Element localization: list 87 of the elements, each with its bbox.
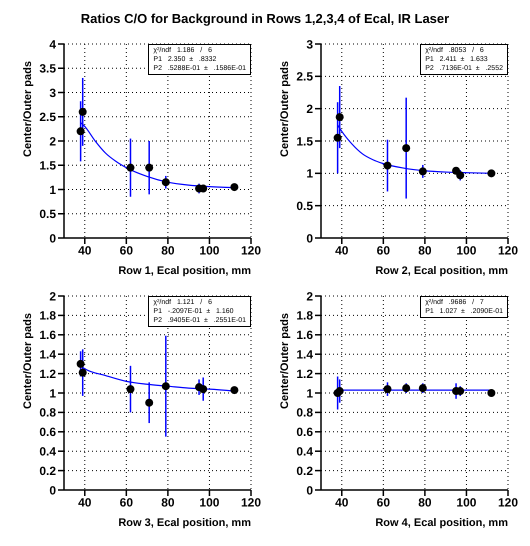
y-tick-label: 1 <box>306 166 314 181</box>
point <box>456 171 464 180</box>
x-tick-label: 80 <box>418 496 432 510</box>
y-tick-label: 2.5 <box>296 70 314 84</box>
chart-title: Ratios C/O for Background in Rows 1,2,3,4 of Ecal, IR Laser <box>80 10 450 28</box>
point <box>78 108 87 116</box>
point <box>402 144 410 152</box>
x-axis-title: Row 2, Ecal position, mm <box>375 265 508 277</box>
y-tick-label: 1.2 <box>296 366 314 381</box>
point <box>383 162 392 170</box>
y-tick-label: 1.8 <box>39 308 56 323</box>
y-tick-label: 2.5 <box>39 110 56 124</box>
y-tick-label: 0.8 <box>39 406 56 420</box>
point <box>76 127 85 136</box>
y-tick-label: 1 <box>49 386 56 400</box>
x-axis-title: Row 1, Ecal position, mm <box>118 265 252 277</box>
point <box>126 385 134 394</box>
y-tick-label: 2 <box>306 102 314 116</box>
y-tick-label: 1 <box>306 386 314 400</box>
y-tick-label: 1.2 <box>39 366 56 381</box>
y-tick-label: 0.2 <box>39 464 56 478</box>
x-tick-label: 80 <box>418 244 432 258</box>
y-tick-label: 0 <box>306 231 314 246</box>
x-tick-label: 120 <box>498 496 518 510</box>
y-axis-title: Center/Outer pads <box>278 313 291 409</box>
y-axis-title: Center/Outer pads <box>22 61 34 157</box>
point <box>418 167 427 176</box>
x-tick-label: 120 <box>240 244 262 258</box>
x-tick-label: 100 <box>456 244 477 258</box>
x-tick-label: 60 <box>120 244 134 258</box>
point <box>162 178 170 186</box>
y-tick-label: 1.5 <box>39 158 56 173</box>
point <box>162 382 170 390</box>
y-tick-label: 0.5 <box>296 198 314 213</box>
point <box>230 386 238 394</box>
y-tick-label: 0.2 <box>296 464 314 478</box>
y-tick-label: 0 <box>49 231 56 246</box>
point <box>76 360 85 368</box>
point <box>199 385 208 394</box>
y-tick-label: 0.6 <box>39 425 56 440</box>
y-tick-label: 1.6 <box>39 328 56 342</box>
point <box>78 368 87 377</box>
y-tick-label: 0 <box>306 483 314 498</box>
y-tick-label: 2 <box>306 289 314 304</box>
point <box>145 164 154 172</box>
x-tick-label: 40 <box>335 244 349 258</box>
y-tick-label: 0.6 <box>296 425 314 440</box>
y-tick-label: 2 <box>49 134 56 148</box>
y-tick-label: 1.4 <box>39 347 56 362</box>
point <box>336 113 344 122</box>
x-tick-label: 120 <box>498 244 518 258</box>
y-tick-label: 0.4 <box>39 444 56 458</box>
y-tick-label: 0 <box>49 483 56 498</box>
y-tick-label: 0.8 <box>296 406 314 420</box>
x-axis-title: Row 4, Ecal position, mm <box>375 517 508 529</box>
y-tick-label: 1.6 <box>296 328 314 342</box>
x-tick-label: 60 <box>376 244 390 258</box>
x-axis-title: Row 3, Ecal position, mm <box>118 517 252 529</box>
y-tick-label: 0.5 <box>39 207 56 222</box>
x-tick-label: 80 <box>161 496 175 510</box>
y-tick-label: 2 <box>49 289 56 304</box>
y-axis-title: Center/Outer pads <box>278 61 291 157</box>
y-tick-label: 0.4 <box>296 444 314 458</box>
y-tick-label: 1.8 <box>296 308 314 323</box>
y-tick-label: 3 <box>306 37 314 52</box>
x-tick-label: 40 <box>78 496 92 510</box>
x-tick-label: 100 <box>199 496 220 510</box>
y-tick-label: 1.4 <box>296 347 314 362</box>
x-tick-label: 80 <box>161 244 175 258</box>
x-tick-label: 120 <box>240 496 262 510</box>
x-tick-label: 40 <box>335 496 349 510</box>
point <box>145 398 154 407</box>
x-tick-label: 60 <box>120 496 134 510</box>
point <box>230 183 238 192</box>
x-tick-label: 40 <box>78 244 92 258</box>
point <box>334 134 342 142</box>
y-tick-label: 1 <box>49 182 56 197</box>
y-axis-title: Center/Outer pads <box>22 313 34 409</box>
x-tick-label: 60 <box>376 496 390 510</box>
y-tick-label: 4 <box>49 37 56 52</box>
point <box>487 169 496 178</box>
y-tick-label: 1.5 <box>296 134 314 148</box>
x-tick-label: 100 <box>199 244 220 258</box>
y-tick-label: 3 <box>49 86 56 100</box>
y-tick-label: 3.5 <box>39 62 56 76</box>
point <box>126 164 134 172</box>
x-tick-label: 100 <box>456 496 477 510</box>
